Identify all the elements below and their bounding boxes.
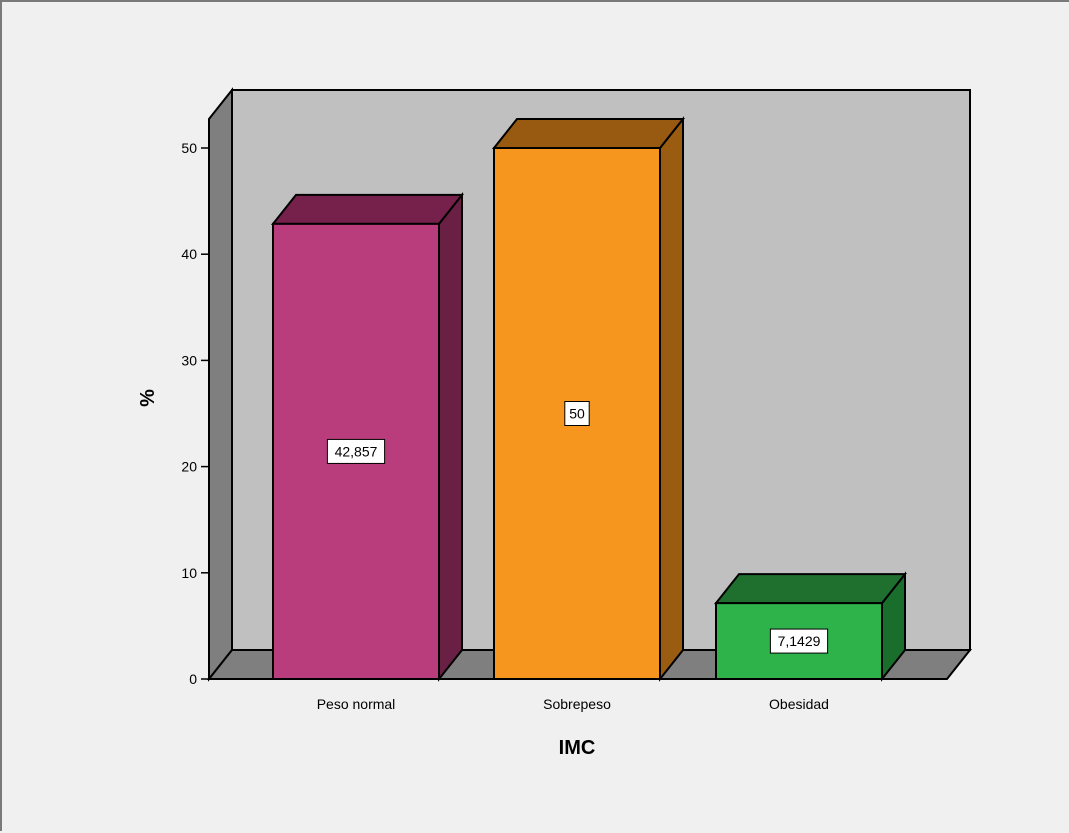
bar-top: [270, 193, 465, 225]
y-tick-label: 20: [181, 459, 197, 475]
data-label-box: [564, 401, 590, 426]
y-tick-label: 10: [181, 565, 197, 581]
y-axis-title: %: [137, 389, 159, 407]
bar-top: [491, 118, 686, 149]
bar-side: [438, 191, 463, 682]
y-tick-label: 0: [189, 671, 197, 687]
x-tick-label: Obesidad: [769, 696, 829, 712]
x-tick-label: Peso normal: [317, 696, 396, 712]
bar-top: [713, 573, 908, 605]
data-label-box: [326, 438, 386, 464]
y-tick-label: 40: [181, 246, 197, 262]
bar-side: [659, 116, 684, 682]
data-label: 50: [569, 406, 585, 422]
y-tick-label: 50: [181, 140, 197, 156]
data-label: 42,857: [335, 443, 378, 459]
side-wall: [208, 87, 233, 682]
y-tick-label: 30: [181, 352, 197, 368]
data-label: 7,1429: [778, 633, 821, 649]
x-axis-title: IMC: [559, 737, 596, 759]
x-tick-label: Sobrepeso: [543, 696, 611, 712]
data-label-box: [769, 628, 829, 654]
